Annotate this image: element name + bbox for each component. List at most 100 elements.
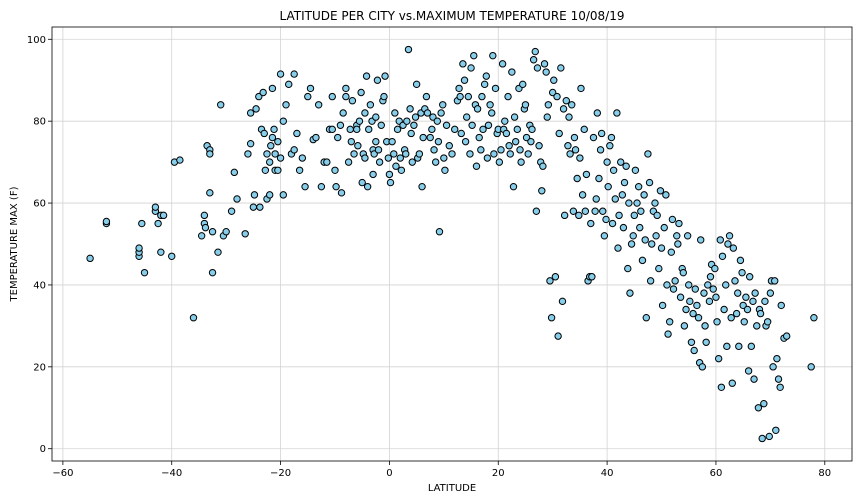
data-point — [701, 322, 709, 330]
data-point — [673, 232, 681, 240]
data-point — [638, 256, 647, 265]
data-point — [776, 383, 784, 392]
data-point — [323, 158, 331, 166]
data-point — [402, 150, 410, 158]
data-point — [607, 133, 616, 142]
data-point — [756, 309, 765, 318]
data-point — [455, 84, 463, 93]
data-point — [744, 367, 753, 375]
data-point — [618, 191, 627, 199]
data-point — [558, 297, 567, 306]
data-point — [782, 332, 791, 340]
data-point — [540, 60, 549, 68]
data-point — [445, 142, 453, 150]
data-point — [596, 146, 605, 154]
data-point — [706, 273, 715, 281]
data-point — [259, 88, 267, 97]
data-point — [328, 92, 336, 101]
data-point — [645, 178, 654, 187]
data-point — [736, 256, 745, 265]
data-point — [388, 137, 396, 146]
data-point — [295, 166, 304, 175]
data-point — [244, 150, 252, 158]
data-point — [222, 228, 230, 236]
data-point — [410, 121, 418, 129]
data-point — [317, 182, 326, 191]
data-point — [573, 174, 581, 183]
data-point — [753, 322, 761, 330]
data-point — [268, 84, 277, 93]
data-point — [434, 137, 443, 146]
data-point — [426, 133, 434, 142]
data-point — [630, 211, 639, 220]
data-point — [727, 313, 735, 322]
data-point — [290, 146, 298, 154]
data-point — [342, 84, 350, 93]
data-point — [344, 158, 353, 166]
data-point — [644, 150, 652, 158]
data-point — [641, 236, 649, 244]
data-point — [712, 293, 720, 301]
data-point — [482, 72, 490, 80]
data-point — [412, 80, 421, 89]
data-point — [411, 113, 420, 121]
data-point — [306, 84, 315, 93]
data-point — [743, 305, 752, 314]
data-point — [633, 199, 641, 207]
data-point — [201, 223, 210, 232]
data-point — [241, 230, 249, 238]
data-point — [655, 264, 663, 273]
data-point — [765, 432, 773, 441]
data-point — [745, 273, 754, 281]
data-point — [214, 248, 222, 256]
data-point — [691, 285, 699, 293]
data-point — [328, 125, 336, 134]
data-point — [491, 84, 500, 93]
data-point — [553, 92, 561, 101]
data-point — [270, 125, 278, 134]
data-point — [690, 346, 698, 355]
data-point — [524, 150, 532, 158]
data-point — [687, 338, 696, 346]
data-point — [206, 150, 214, 158]
data-point — [627, 240, 636, 248]
data-point — [588, 273, 596, 281]
data-point — [577, 84, 585, 93]
data-point — [430, 146, 438, 154]
data-point — [392, 162, 400, 170]
data-point — [704, 281, 712, 289]
data-point — [773, 354, 781, 363]
data-point — [807, 363, 815, 371]
data-point — [529, 56, 538, 64]
data-point — [505, 142, 513, 150]
data-point — [720, 305, 728, 314]
data-point — [568, 101, 576, 109]
data-point — [749, 297, 757, 306]
data-point — [513, 125, 522, 134]
data-point — [660, 223, 668, 232]
data-point — [774, 375, 783, 383]
data-point — [810, 313, 818, 322]
data-point — [366, 101, 375, 109]
data-point — [488, 109, 496, 117]
data-point — [381, 72, 389, 80]
data-point — [301, 182, 309, 191]
data-point — [693, 301, 701, 310]
data-point — [676, 293, 685, 301]
data-point — [250, 191, 259, 199]
x-tick-label: 80 — [818, 468, 831, 479]
data-point — [675, 219, 683, 228]
data-point — [667, 248, 676, 256]
data-point — [636, 223, 644, 232]
data-point — [544, 101, 553, 109]
data-point — [580, 125, 588, 134]
y-tick-label: 80 — [33, 117, 46, 128]
data-point — [723, 342, 731, 351]
data-point — [331, 166, 339, 175]
data-point — [689, 309, 697, 318]
data-point — [634, 182, 643, 191]
data-point — [702, 338, 710, 346]
data-point — [542, 68, 550, 76]
data-point — [265, 191, 274, 199]
